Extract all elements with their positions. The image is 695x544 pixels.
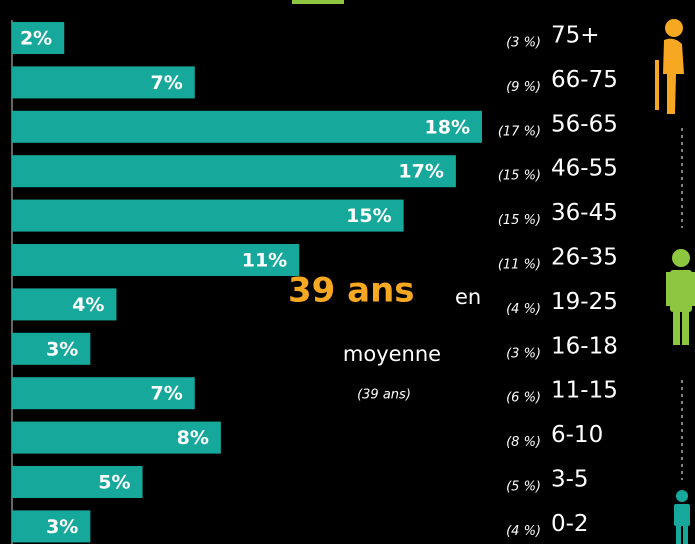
category-label: 6-10 (551, 422, 603, 448)
value-label: 18% (425, 116, 470, 138)
value-label: 5% (98, 472, 130, 494)
average-value: 39 ans (288, 271, 415, 311)
bar (12, 421, 221, 454)
comparison-label: (15 %) (498, 169, 541, 184)
value-label: 7% (151, 72, 183, 94)
value-label: 8% (177, 427, 209, 449)
comparison-label: (8 %) (506, 435, 541, 450)
value-label: 3% (46, 516, 78, 538)
category-label: 16-18 (551, 333, 618, 359)
bar (12, 22, 65, 54)
category-label: 56-65 (551, 111, 618, 137)
child-icon (674, 490, 690, 544)
bar (12, 244, 300, 276)
comparison-label: (11 %) (498, 258, 541, 273)
bar (12, 155, 456, 188)
bar (12, 199, 404, 232)
value-label: 4% (72, 294, 104, 316)
average-comparison: (39 ans) (357, 388, 411, 403)
value-label: 15% (346, 205, 391, 227)
value-label: 17% (398, 161, 443, 183)
category-label: 0-2 (551, 511, 589, 537)
bar (12, 288, 117, 321)
bar (12, 510, 91, 543)
bar (12, 66, 195, 99)
comparison-label: (3 %) (506, 346, 541, 361)
bar (12, 332, 91, 365)
comparison-label: (4 %) (506, 524, 541, 539)
comparison-label: (17 %) (498, 124, 541, 139)
category-label: 11-15 (551, 378, 618, 404)
value-label: 11% (242, 250, 287, 272)
value-label: 2% (20, 28, 52, 50)
category-label: 36-45 (551, 200, 618, 226)
category-label: 66-75 (551, 67, 618, 93)
average-en: en (455, 285, 481, 309)
comparison-label: (9 %) (506, 80, 541, 95)
comparison-label: (4 %) (506, 302, 541, 317)
comparison-label: (15 %) (498, 213, 541, 228)
comparison-label: (5 %) (506, 480, 541, 495)
category-label: 19-25 (551, 289, 618, 315)
bar (12, 110, 482, 143)
elder-icon (655, 19, 684, 114)
category-label: 75+ (551, 23, 600, 49)
category-label: 26-35 (551, 245, 618, 271)
comparison-label: (3 %) (506, 36, 541, 51)
category-label: 3-5 (551, 467, 589, 493)
value-label: 3% (46, 338, 78, 360)
adult-icon (666, 249, 695, 345)
bar (12, 377, 195, 410)
average-moyenne: moyenne (343, 342, 441, 366)
category-label: 46-55 (551, 156, 618, 182)
value-label: 7% (151, 383, 183, 405)
decoration (292, 0, 344, 4)
bar (12, 466, 143, 498)
comparison-label: (6 %) (506, 391, 541, 406)
